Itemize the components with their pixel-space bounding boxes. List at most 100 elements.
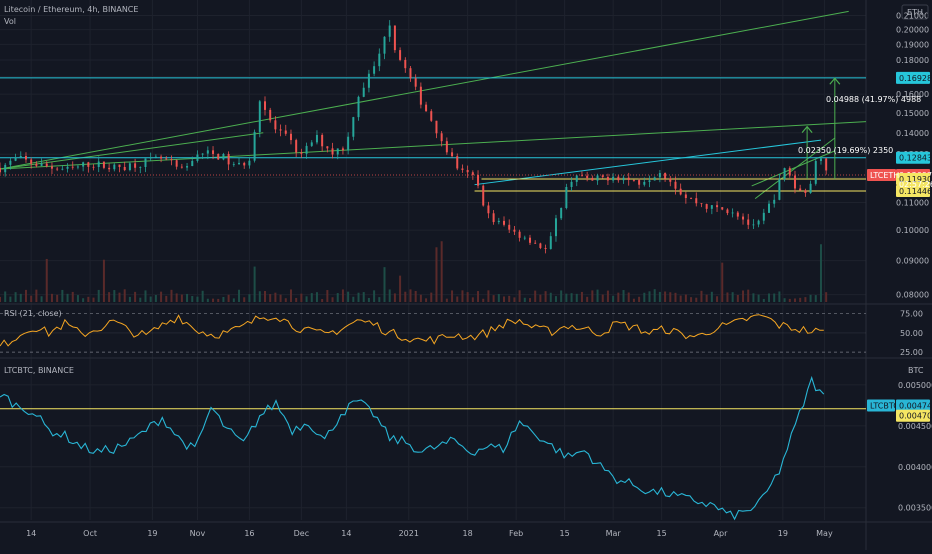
candle-body xyxy=(731,212,734,214)
volume-bar xyxy=(539,294,542,302)
candle-body xyxy=(134,163,137,168)
volume-bar xyxy=(279,294,282,302)
candle-body xyxy=(305,145,308,154)
candle-body xyxy=(742,216,745,220)
candle-body xyxy=(378,53,381,67)
volume-bar xyxy=(9,296,12,302)
candle-body xyxy=(108,167,111,170)
candle-body xyxy=(466,169,469,173)
candle-body xyxy=(549,236,552,249)
candle-body xyxy=(560,208,563,219)
candle-body xyxy=(30,159,33,164)
volume-bar xyxy=(736,294,739,302)
volume-bar xyxy=(118,292,121,302)
time-tick-label: 2021 xyxy=(399,529,419,538)
volume-bar xyxy=(175,293,178,302)
ltcbtc-symbol-badge xyxy=(867,399,895,412)
candle-body xyxy=(253,131,256,161)
ltceth-symbol-badge-text: LTCETH xyxy=(870,171,899,180)
volume-bar xyxy=(14,292,17,302)
volume-bar xyxy=(643,292,646,302)
candle-body xyxy=(783,168,786,180)
candle-body xyxy=(440,133,443,142)
candle-body xyxy=(118,164,121,167)
volume-bar xyxy=(123,289,126,302)
volume-bar xyxy=(731,292,734,302)
volume-bar xyxy=(217,298,220,302)
price-badge-text: 0.11930 xyxy=(899,175,932,184)
candle-body xyxy=(471,172,474,175)
candle-body xyxy=(435,120,438,134)
volume-bar xyxy=(326,290,329,302)
candle-body xyxy=(326,146,329,149)
ltcbtc-level-badge-text: 0.004709 xyxy=(899,412,932,421)
volume-label: Vol xyxy=(4,17,16,26)
volume-bar xyxy=(534,290,537,302)
candle-body xyxy=(804,190,807,194)
candle-body xyxy=(664,173,667,179)
candle-body xyxy=(523,237,526,239)
candle-body xyxy=(492,213,495,223)
volume-bar xyxy=(471,297,474,302)
volume-bar xyxy=(232,298,235,302)
volume-bar xyxy=(518,290,521,302)
candle-body xyxy=(191,160,194,167)
volume-bar xyxy=(477,291,480,302)
ltcbtc-unit-label: BTC xyxy=(908,366,924,375)
candle-body xyxy=(430,111,433,121)
volume-bar xyxy=(87,296,90,302)
candle-body xyxy=(367,73,370,88)
candle-body xyxy=(404,59,407,69)
rsi-line xyxy=(0,314,824,347)
volume-bar xyxy=(617,292,620,302)
volume-bar xyxy=(227,294,230,302)
volume-bar xyxy=(191,296,194,302)
volume-bar xyxy=(404,291,407,302)
candle-body xyxy=(482,185,485,206)
candle-body xyxy=(87,162,90,167)
candle-body xyxy=(778,179,781,200)
volume-bar xyxy=(684,294,687,302)
trendline xyxy=(754,137,836,200)
candle-body xyxy=(399,50,402,60)
candle-body xyxy=(284,130,287,134)
candle-body xyxy=(196,154,199,161)
candle-body xyxy=(274,120,277,130)
candle-body xyxy=(690,198,693,199)
volume-bar xyxy=(575,293,578,302)
candle-body xyxy=(622,177,625,181)
candle-body xyxy=(757,220,760,225)
candle-body xyxy=(139,166,142,168)
price-tick-label: 0.09000 xyxy=(896,257,929,266)
candle-body xyxy=(227,154,230,165)
price-unit-badge[interactable] xyxy=(901,4,929,20)
volume-bar xyxy=(690,297,693,302)
price-tick-label: 0.18000 xyxy=(896,56,929,65)
trendline xyxy=(474,139,822,186)
candle-body xyxy=(518,231,521,238)
price-badge-text: 0.12843 xyxy=(899,154,932,163)
volume-bar xyxy=(40,296,43,302)
candle-body xyxy=(82,162,85,167)
volume-bar xyxy=(622,290,625,302)
candle-body xyxy=(414,78,417,87)
volume-bar xyxy=(560,290,563,302)
price-tick-label: 0.19000 xyxy=(896,40,929,49)
time-tick-label: Mar xyxy=(606,529,622,538)
volume-bar xyxy=(466,292,469,302)
candle-body xyxy=(747,219,750,225)
chart-title: Litecoin / Ethereum, 4h, BINANCE xyxy=(4,5,138,14)
volume-bar xyxy=(799,297,802,302)
volume-bar xyxy=(451,290,454,302)
ltcbtc-tick-label: 0.005000 xyxy=(898,381,932,390)
candle-body xyxy=(632,179,635,181)
volume-bar xyxy=(61,289,64,302)
volume-bar xyxy=(586,296,589,302)
candle-body xyxy=(695,198,698,204)
rsi-tick-label: 75.00 xyxy=(900,310,923,319)
candle-body xyxy=(341,148,344,151)
volume-bar xyxy=(503,296,506,302)
price-tick-label: 0.11000 xyxy=(896,199,929,208)
volume-bar xyxy=(721,262,724,302)
